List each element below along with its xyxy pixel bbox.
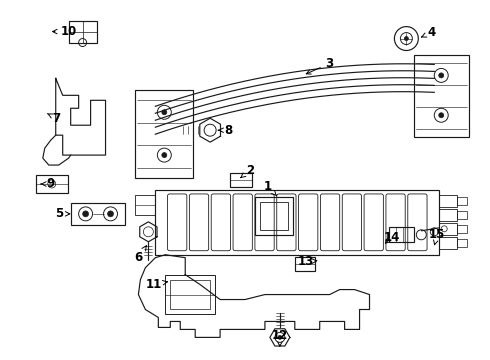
Text: 15: 15: [429, 228, 445, 245]
Bar: [295, 257, 315, 271]
Text: 10: 10: [52, 25, 77, 38]
Bar: [36, 175, 68, 193]
Bar: [415, 55, 469, 137]
Bar: [135, 90, 193, 178]
Circle shape: [278, 336, 282, 339]
Bar: [457, 211, 467, 219]
Text: 4: 4: [421, 26, 436, 39]
Bar: [255, 197, 293, 235]
Bar: [457, 197, 467, 205]
Text: 1: 1: [264, 180, 277, 196]
Circle shape: [83, 211, 89, 217]
Text: 6: 6: [134, 246, 147, 264]
Text: 9: 9: [41, 177, 55, 190]
Circle shape: [439, 113, 444, 118]
Text: 11: 11: [145, 278, 168, 291]
Text: 8: 8: [219, 124, 232, 137]
Bar: [71, 203, 125, 225]
Text: 5: 5: [54, 207, 70, 220]
Text: 14: 14: [383, 231, 400, 244]
Circle shape: [162, 110, 167, 115]
Bar: [69, 21, 97, 42]
Bar: [439, 237, 457, 249]
Bar: [457, 225, 467, 233]
Bar: [439, 223, 457, 235]
Text: 12: 12: [272, 329, 288, 346]
Bar: [230, 173, 252, 187]
Text: 7: 7: [48, 112, 61, 125]
Bar: [135, 195, 155, 215]
Bar: [457, 239, 467, 247]
Text: 3: 3: [306, 57, 334, 74]
Text: 2: 2: [241, 163, 254, 178]
Bar: [260, 202, 288, 230]
Bar: [439, 195, 457, 207]
Bar: [155, 190, 439, 255]
Circle shape: [404, 37, 408, 41]
Bar: [390, 227, 415, 242]
Bar: [171, 280, 210, 310]
Bar: [165, 275, 215, 315]
Circle shape: [107, 211, 114, 217]
Circle shape: [162, 153, 167, 158]
Text: 13: 13: [297, 255, 317, 268]
Circle shape: [439, 73, 444, 78]
Bar: [439, 209, 457, 221]
